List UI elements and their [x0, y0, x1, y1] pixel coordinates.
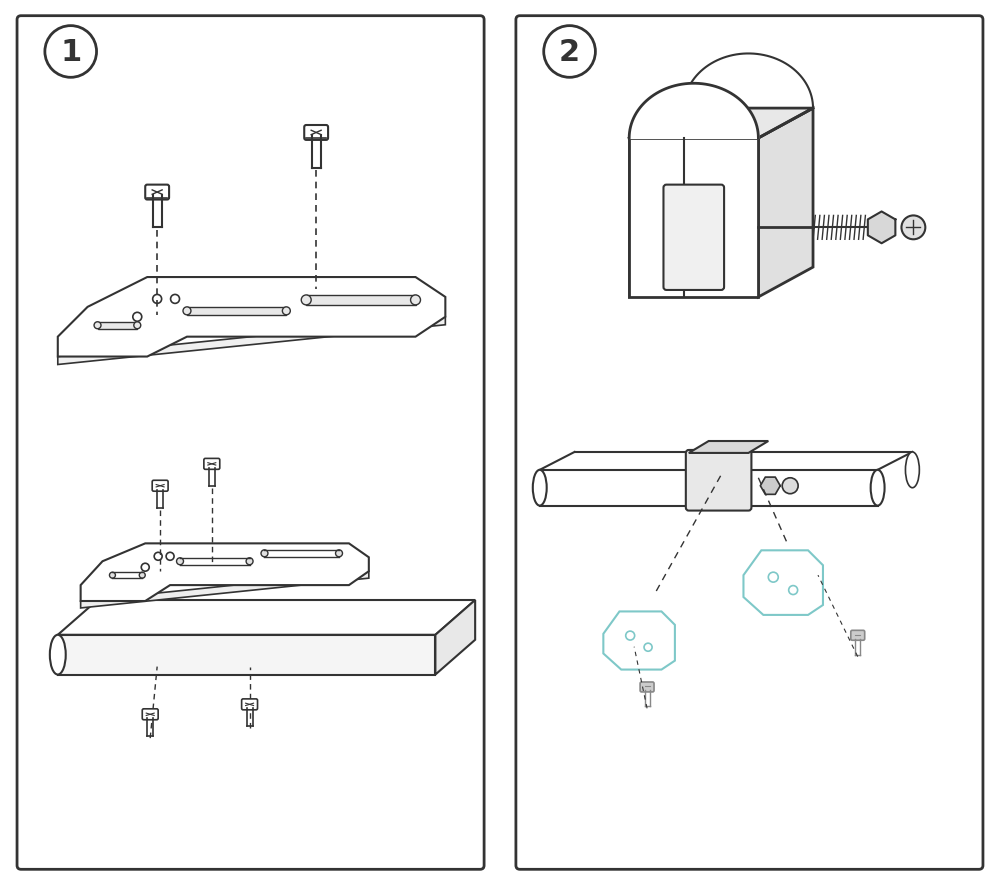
Circle shape	[782, 478, 798, 494]
Text: 2: 2	[559, 38, 580, 66]
Ellipse shape	[282, 307, 290, 315]
FancyBboxPatch shape	[640, 682, 654, 692]
FancyBboxPatch shape	[204, 459, 220, 470]
Ellipse shape	[94, 323, 101, 330]
Ellipse shape	[626, 632, 635, 641]
Polygon shape	[435, 601, 475, 675]
Ellipse shape	[533, 470, 547, 506]
FancyBboxPatch shape	[142, 709, 158, 720]
Ellipse shape	[411, 296, 421, 306]
Polygon shape	[868, 213, 895, 244]
Ellipse shape	[171, 295, 180, 304]
Polygon shape	[629, 109, 684, 298]
Polygon shape	[81, 544, 369, 602]
Ellipse shape	[261, 550, 268, 557]
FancyBboxPatch shape	[516, 17, 983, 869]
Ellipse shape	[336, 550, 342, 557]
Polygon shape	[603, 611, 675, 670]
Ellipse shape	[871, 470, 885, 506]
Ellipse shape	[133, 313, 142, 322]
Ellipse shape	[768, 572, 778, 582]
FancyBboxPatch shape	[17, 17, 484, 869]
FancyBboxPatch shape	[242, 699, 258, 710]
FancyBboxPatch shape	[152, 481, 168, 492]
FancyBboxPatch shape	[686, 450, 751, 511]
Polygon shape	[758, 109, 813, 298]
Polygon shape	[760, 478, 780, 494]
Polygon shape	[58, 277, 445, 357]
Ellipse shape	[109, 572, 115, 579]
Ellipse shape	[246, 558, 253, 565]
Ellipse shape	[139, 572, 145, 579]
Text: 1: 1	[60, 38, 81, 66]
Ellipse shape	[166, 553, 174, 561]
Polygon shape	[98, 323, 137, 330]
Polygon shape	[743, 551, 823, 615]
Ellipse shape	[183, 307, 191, 315]
FancyBboxPatch shape	[851, 631, 865, 641]
Polygon shape	[629, 139, 758, 298]
Ellipse shape	[134, 323, 141, 330]
FancyBboxPatch shape	[304, 126, 328, 141]
Polygon shape	[58, 635, 435, 675]
Polygon shape	[187, 307, 286, 315]
Polygon shape	[306, 296, 416, 306]
FancyBboxPatch shape	[145, 185, 169, 200]
Ellipse shape	[153, 295, 162, 304]
Polygon shape	[689, 441, 768, 454]
Polygon shape	[629, 109, 813, 139]
Ellipse shape	[905, 453, 919, 488]
Ellipse shape	[154, 553, 162, 561]
Ellipse shape	[301, 296, 311, 306]
Ellipse shape	[50, 635, 66, 675]
Polygon shape	[58, 317, 445, 365]
Polygon shape	[58, 601, 475, 635]
Ellipse shape	[644, 643, 652, 651]
Ellipse shape	[789, 586, 798, 595]
FancyBboxPatch shape	[663, 185, 724, 291]
Polygon shape	[81, 571, 369, 609]
Ellipse shape	[141, 563, 149, 571]
Ellipse shape	[177, 558, 183, 565]
Circle shape	[901, 216, 925, 240]
